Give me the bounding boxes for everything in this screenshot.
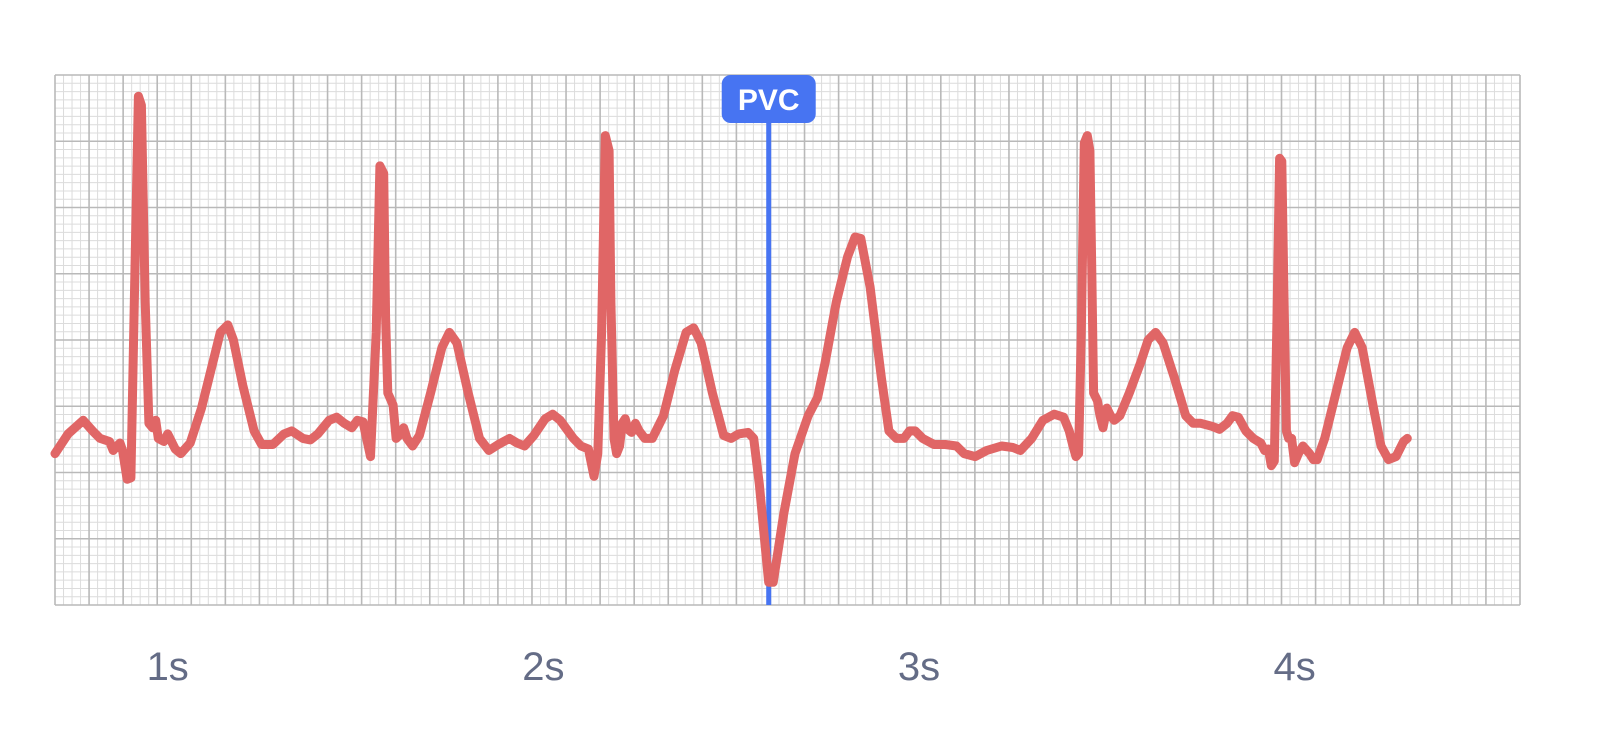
ecg-trace-line bbox=[50, 91, 1412, 587]
x-tick-label: 4s bbox=[1273, 645, 1315, 689]
annotation-labels: PVC bbox=[721, 75, 816, 123]
grid-major-lines bbox=[54, 74, 1521, 606]
x-tick-label: 3s bbox=[898, 645, 940, 689]
x-tick-label: 1s bbox=[147, 645, 189, 689]
series-group bbox=[50, 91, 1412, 587]
pvc-marker-badge[interactable] bbox=[721, 75, 816, 123]
x-tick-labels: 1s 2s 3s 4s bbox=[147, 645, 1316, 689]
x-tick-label: 2s bbox=[522, 645, 564, 689]
pvc-marker-label: PVC bbox=[738, 84, 800, 117]
